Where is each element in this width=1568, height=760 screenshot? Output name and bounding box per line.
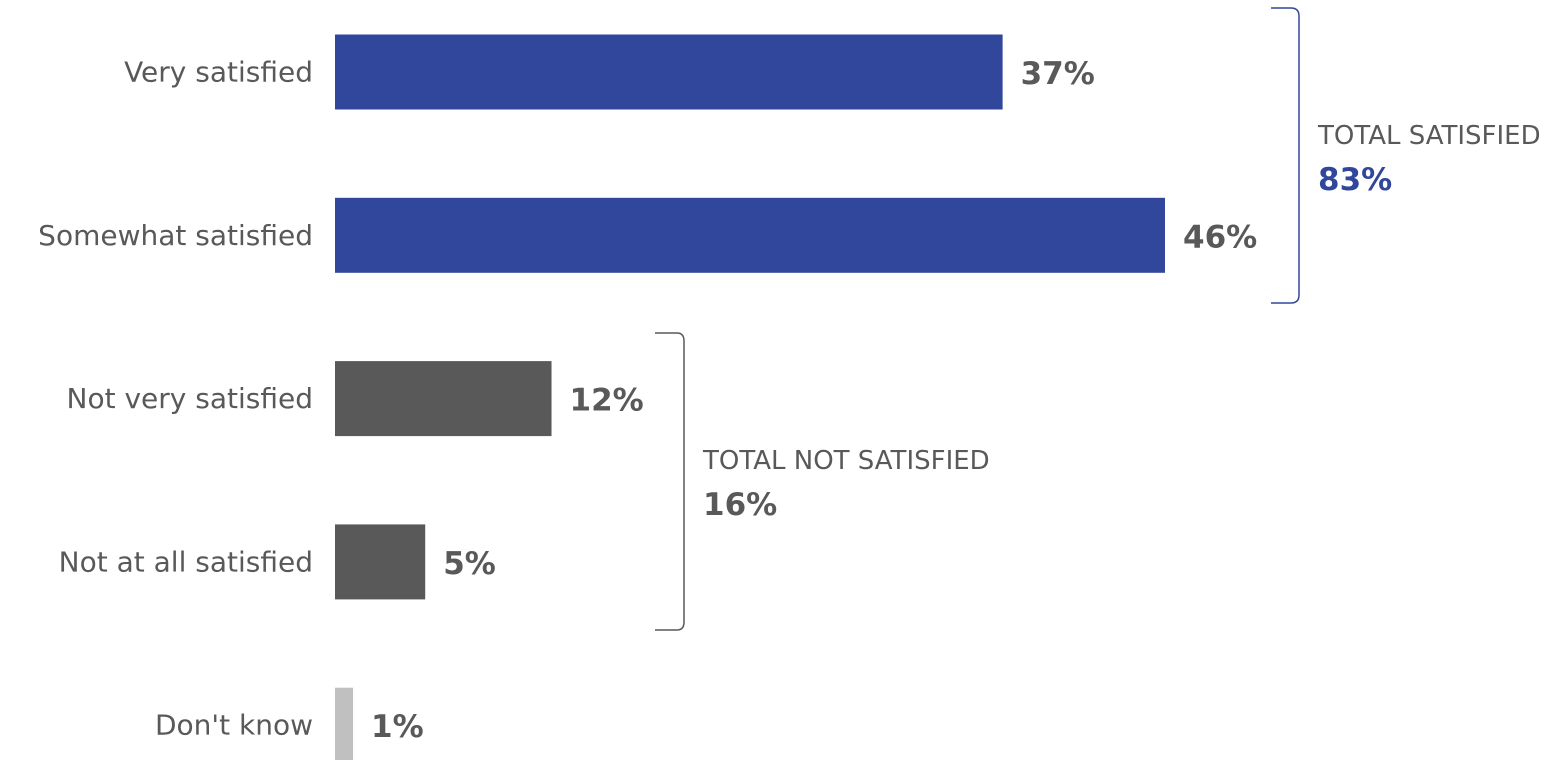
value-label-not-at-all-satisfied: 5% <box>443 546 496 582</box>
value-label-very-satisfied: 37% <box>1021 56 1095 92</box>
value-labels: 37% 46% 12% 5% 1% <box>371 56 1257 745</box>
category-label-not-very-satisfied: Not very satisfied <box>67 382 313 415</box>
bar-don-t-know <box>335 687 354 760</box>
value-label-somewhat-satisfied: 46% <box>1183 219 1257 255</box>
category-label-somewhat-satisfied: Somewhat satisfied <box>38 219 313 252</box>
bars-layer <box>335 34 1165 760</box>
total-satisfied-bracket <box>1271 7 1300 304</box>
total-not-satisfied-title: TOTAL NOT SATISFIED <box>702 446 990 476</box>
total-not-satisfied-value: 16% <box>703 487 777 523</box>
value-label-don-t-know: 1% <box>371 709 424 745</box>
group-annotations: TOTAL SATISFIED 83% TOTAL NOT SATISFIED … <box>655 7 1541 631</box>
bar-very-satisfied <box>335 34 1003 110</box>
total-satisfied-title: TOTAL SATISFIED <box>1317 121 1541 151</box>
category-label-not-at-all-satisfied: Not at all satisfied <box>59 545 313 578</box>
total-satisfied-value: 83% <box>1318 162 1392 198</box>
category-label-don-t-know: Don't know <box>155 709 313 742</box>
bar-not-at-all-satisfied <box>335 524 426 600</box>
bar-not-very-satisfied <box>335 361 552 437</box>
total-not-satisfied-bracket <box>655 332 685 631</box>
category-label-very-satisfied: Very satisfied <box>124 56 313 89</box>
value-label-not-very-satisfied: 12% <box>570 383 644 419</box>
category-labels: Very satisfied Somewhat satisfied Not very… <box>38 56 313 742</box>
bar-somewhat-satisfied <box>335 197 1165 273</box>
